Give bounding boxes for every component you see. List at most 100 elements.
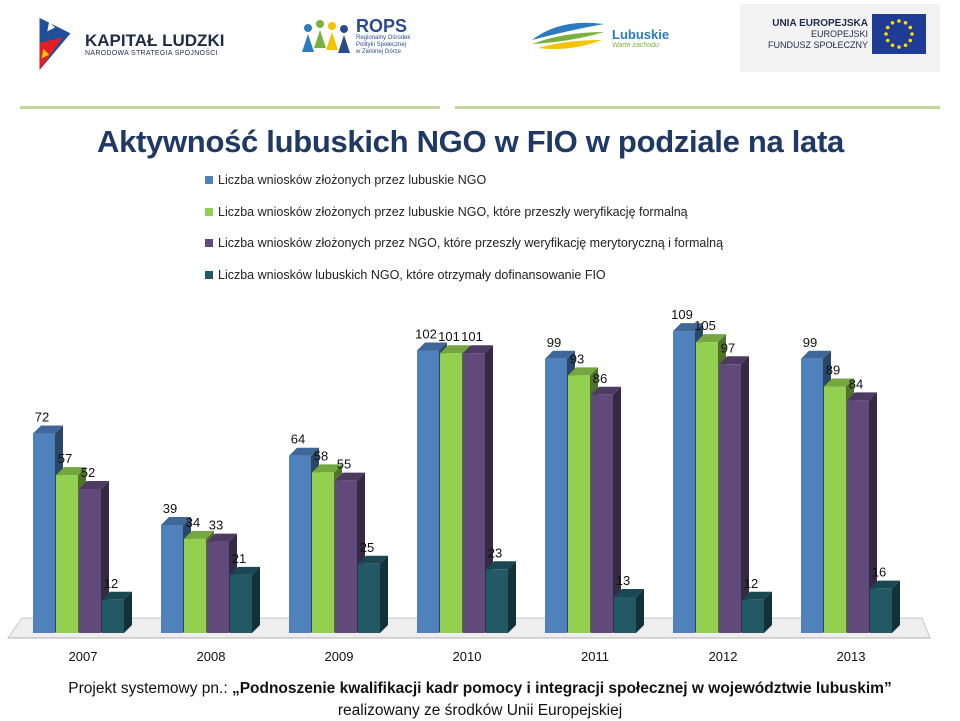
data-label-2010-s4: 23 [488,545,502,560]
bar-top-2007-s2 [56,467,86,476]
bar-top-2008-s1 [161,516,191,525]
data-label-2009-s3: 55 [337,457,351,472]
rops-sub-3: w Zielonej Górze [356,48,402,55]
bar-side-2013-s4 [892,580,900,633]
bar-top-2012-s2 [696,334,726,343]
data-label-2009-s1: 64 [291,432,305,447]
bar-2012-s1 [673,331,695,633]
data-label-2012-s3: 97 [721,340,735,355]
bar-2007-s4 [102,599,124,633]
data-label-2013-s4: 16 [872,565,886,580]
lubuskie-name: Lubuskie [612,26,670,42]
bar-top-2012-s4 [742,591,772,600]
bar-top-2008-s3 [207,533,237,542]
data-label-2008-s4: 21 [232,551,246,566]
legend-item-4: Liczba wniosków lubuskich NGO, które otr… [205,267,723,283]
bar-top-2008-s2 [184,530,214,539]
bar-top-2011-s2 [568,367,598,376]
chart-legend: Liczba wniosków złożonych przez lubuskie… [205,172,723,298]
eu-logo: UNIA EUROPEJSKA EUROPEJSKI FUNDUSZ SPOŁE… [740,4,940,72]
bar-top-2009-s4 [358,555,388,564]
data-label-2011-s4: 13 [616,573,630,588]
bar-2009-s3 [335,480,357,633]
bar-2007-s1 [33,433,55,633]
bar-side-2010-s3 [485,345,493,633]
header-divider-right [455,106,940,109]
bar-top-2012-s1 [673,323,703,332]
eu-flag-icon [872,14,926,54]
bar-top-2009-s2 [312,464,342,473]
data-label-2008-s2: 34 [186,515,200,530]
footer-project-line: Projekt systemowy pn.: „Podnoszenie kwal… [0,680,960,698]
legend-label-1: Liczba wniosków złożonych przez lubuskie… [218,173,487,187]
x-tick-label-2013: 2013 [837,649,866,664]
data-label-2010-s2: 101 [438,329,460,344]
x-tick-label-2009: 2009 [325,649,354,664]
eu-line-2: EUROPEJSKI [810,29,868,39]
bar-2012-s4 [742,599,764,633]
bar-2013-s3 [847,400,869,633]
bar-top-2010-s2 [440,345,470,354]
footer-prefix: Projekt systemowy pn.: [68,680,232,697]
bar-top-2013-s4 [870,580,900,589]
data-label-2012-s2: 105 [694,318,716,333]
data-label-2009-s2: 58 [314,448,328,463]
lubuskie-emblem [532,22,604,49]
kapital-ludzki-tagline: NARODOWA STRATEGIA SPÓJNOŚCI [85,49,218,57]
bar-top-2010-s3 [463,345,493,354]
data-label-2011-s2: 93 [570,351,584,366]
bar-2011-s3 [591,394,613,633]
legend-swatch-4 [205,270,213,279]
bar-top-2010-s1 [417,342,447,351]
rops-logo: ROPS Regionalny Ośrodek Polityki Społecz… [300,16,410,56]
bar-2013-s4 [870,588,892,633]
bar-side-2007-s4 [124,591,132,633]
bar-2010-s4 [486,569,508,633]
chart-title: Aktywność lubuskich NGO w FIO w podziale… [97,124,844,159]
bar-top-2007-s3 [79,480,109,489]
lubuskie-logo: Lubuskie Warte zachodu [530,18,669,58]
bar-side-2009-s4 [380,555,388,633]
legend-swatch-1 [205,176,213,184]
bar-side-2011-s3 [613,386,621,633]
bar-2012-s3 [719,364,741,633]
legend-label-4: Liczba wniosków lubuskich NGO, które otr… [218,267,606,282]
data-label-2013-s3: 84 [849,376,863,391]
bar-2008-s1 [161,524,183,633]
legend-item-3: Liczba wniosków złożonych przez NGO, któ… [205,235,723,251]
bar-top-2010-s4 [486,561,516,570]
bar-2008-s3 [207,541,229,633]
data-label-2012-s4: 12 [744,576,758,591]
legend-item-1: Liczba wniosków złożonych przez lubuskie… [205,172,723,188]
bar-top-2008-s4 [230,566,260,575]
data-label-2009-s4: 25 [360,540,374,555]
bar-top-2011-s1 [545,350,575,359]
bar-top-2012-s3 [719,356,749,365]
bar-2010-s1 [417,350,439,633]
bar-2008-s4 [230,574,252,633]
bar-top-2013-s2 [824,378,854,387]
x-tick-label-2010: 2010 [453,649,482,664]
bar-2011-s4 [614,596,636,633]
data-label-2007-s4: 12 [104,576,118,591]
legend-swatch-2 [205,207,213,216]
x-tick-label-2007: 2007 [69,649,98,664]
x-tick-label-2008: 2008 [197,649,226,664]
x-tick-label-2012: 2012 [709,649,738,664]
kapital-ludzki-emblem [39,17,71,71]
bar-top-2009-s3 [335,472,365,481]
logo-bar: KAPITAŁ LUDZKI NARODOWA STRATEGIA SPÓJNO… [0,0,960,85]
data-label-2008-s1: 39 [163,501,177,516]
footer-project-name: „Podnoszenie kwalifikacji kadr pomocy i … [231,680,892,697]
bar-2013-s2 [824,386,846,633]
legend-label-3: Liczba wniosków złożonych przez NGO, któ… [218,236,724,250]
bar-2011-s2 [568,375,590,633]
bar-2012-s2 [696,342,718,633]
lubuskie-slogan: Warte zachodu [612,41,659,49]
bar-top-2007-s4 [102,591,132,600]
bar-2009-s2 [312,472,334,633]
bar-2011-s1 [545,358,567,633]
legend-item-2: Liczba wniosków złożonych przez lubuskie… [205,204,723,220]
eu-line-3: FUNDUSZ SPOŁECZNY [767,40,868,50]
